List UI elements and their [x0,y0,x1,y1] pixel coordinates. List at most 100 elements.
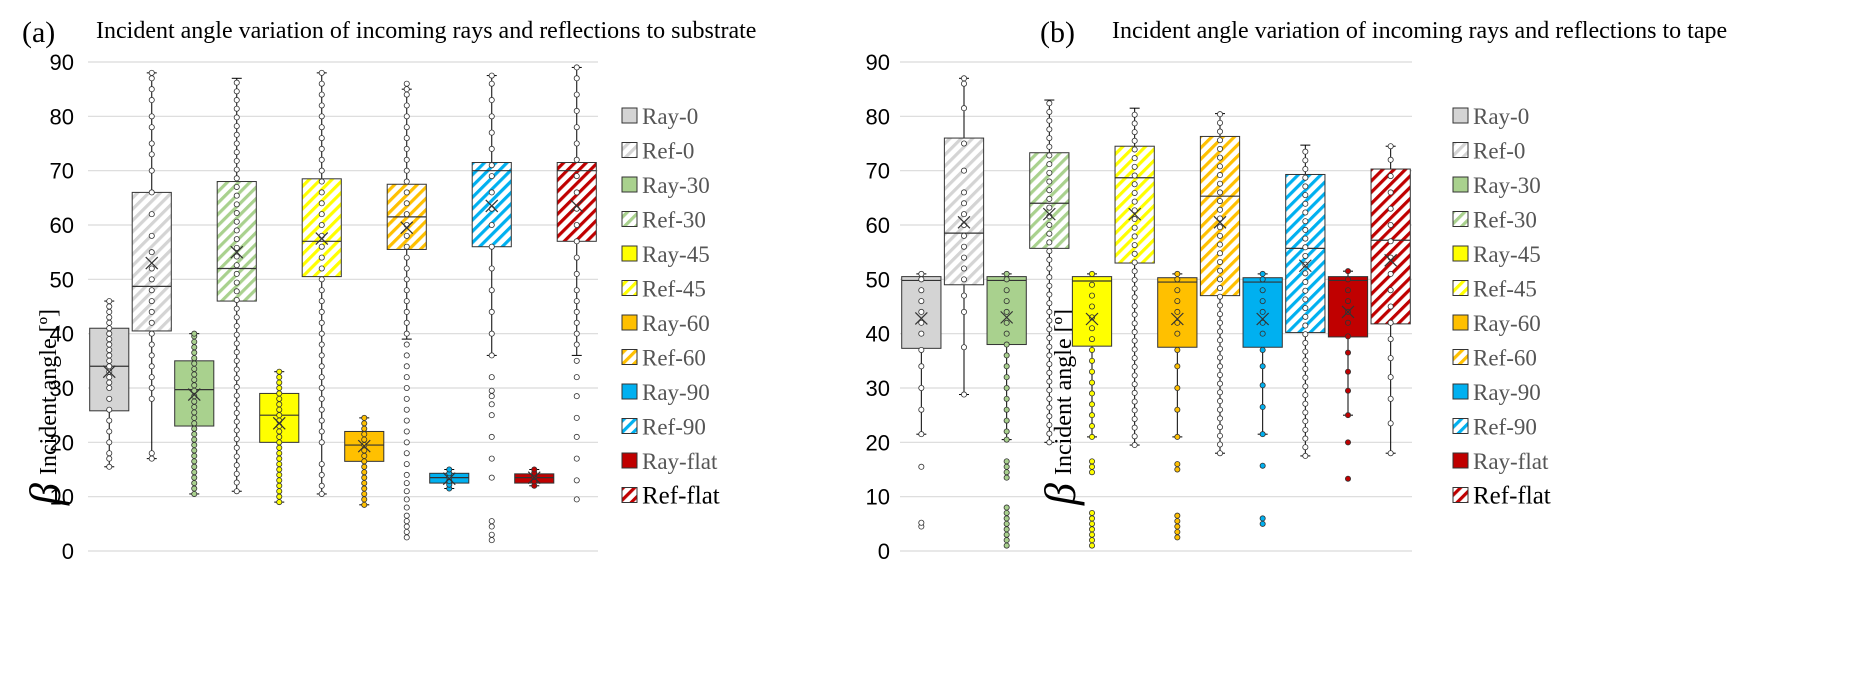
legend-swatch [621,107,638,124]
data-point [403,352,410,359]
panel-a-legend: Ray-0 Ref-0 Ray-30 Ref-30 Ray-45 Ref-45 Ray-60… [621,104,720,510]
data-point [1217,424,1224,431]
data-point [1046,308,1053,315]
data-point [1302,287,1309,294]
data-point [191,344,198,351]
data-point [361,469,368,476]
mean-marker [145,256,159,270]
data-point [1003,384,1010,391]
box-ray-0 [89,298,130,470]
data-point [1302,313,1309,320]
y-tick-label: 30 [50,376,74,401]
data-point [1302,261,1309,268]
data-point [1387,221,1394,228]
data-point [1003,319,1010,326]
mean-marker [357,439,371,453]
data-point [488,162,495,169]
data-point [1302,279,1309,286]
legend-swatch [621,418,638,434]
data-point [276,428,283,435]
data-point [403,534,410,541]
data-point [1217,441,1224,448]
data-point [276,477,283,484]
data-point [1217,224,1224,231]
data-point [403,374,410,381]
data-point [1174,406,1181,413]
data-point [1174,287,1181,294]
data-point [1387,254,1394,261]
data-point [233,244,240,251]
data-point [276,455,283,462]
panel-a-y-axis-label: Incident angle [º] [36,309,62,475]
data-point [1217,276,1224,283]
legend-item: Ray-90 [1452,380,1541,405]
data-point [106,357,113,364]
data-point [318,113,325,120]
box-ray-30 [986,270,1027,549]
data-point [1345,349,1352,356]
data-point [918,519,925,526]
data-point [191,485,198,492]
data-point [1131,346,1138,353]
data-point [106,406,113,413]
data-point [573,341,580,348]
data-point [1046,378,1053,385]
data-point [403,221,410,228]
data-point [1131,181,1138,188]
data-point [1387,189,1394,196]
data-point [361,436,368,443]
data-point [318,374,325,381]
data-point [1302,148,1309,155]
data-point [1131,337,1138,344]
data-point [1046,282,1053,289]
data-point [1003,428,1010,435]
data-point [106,439,113,446]
data-point [1302,192,1309,199]
data-point [191,371,198,378]
data-point [1302,252,1309,259]
data-point [1131,207,1138,214]
data-point [918,463,925,470]
data-point [403,488,410,495]
data-point [1302,452,1309,459]
box-ray-90 [1242,270,1283,527]
data-point [961,265,968,272]
data-point [573,433,580,440]
data-point [106,374,113,381]
data-point [1217,241,1224,248]
data-point [1131,433,1138,440]
y-tick-label: 90 [50,50,74,75]
data-point [403,450,410,457]
panel-b-y-axis-symbol: β [1036,483,1085,506]
legend-item: Ray-30 [1452,173,1541,198]
data-point [1089,520,1096,527]
y-tick-label: 50 [866,267,890,292]
y-tick-label: 50 [50,267,74,292]
data-point [918,276,925,283]
data-point [1003,308,1010,315]
data-point [1131,294,1138,301]
data-point [148,455,155,462]
data-point [573,156,580,163]
data-point [1003,436,1010,443]
data-point [488,243,495,250]
legend-swatch [621,211,638,227]
panel-b-legend: Ray-0 Ref-0 Ray-30 Ref-30 Ray-45 Ref-45 Ray-60… [1452,104,1551,510]
data-point [148,384,155,391]
box-ray-90 [429,466,470,492]
y-tick-label: 30 [866,376,890,401]
data-point [573,357,580,364]
data-point [1089,303,1096,310]
data-point [148,75,155,82]
data-point [191,452,198,459]
data-point [1131,129,1138,136]
data-point [1217,163,1224,170]
data-point [403,439,410,446]
data-point [191,447,198,454]
data-point [1345,319,1352,326]
data-point [1217,319,1224,326]
data-point [1259,287,1266,294]
mean-marker [1384,253,1398,267]
data-point [1217,172,1224,179]
